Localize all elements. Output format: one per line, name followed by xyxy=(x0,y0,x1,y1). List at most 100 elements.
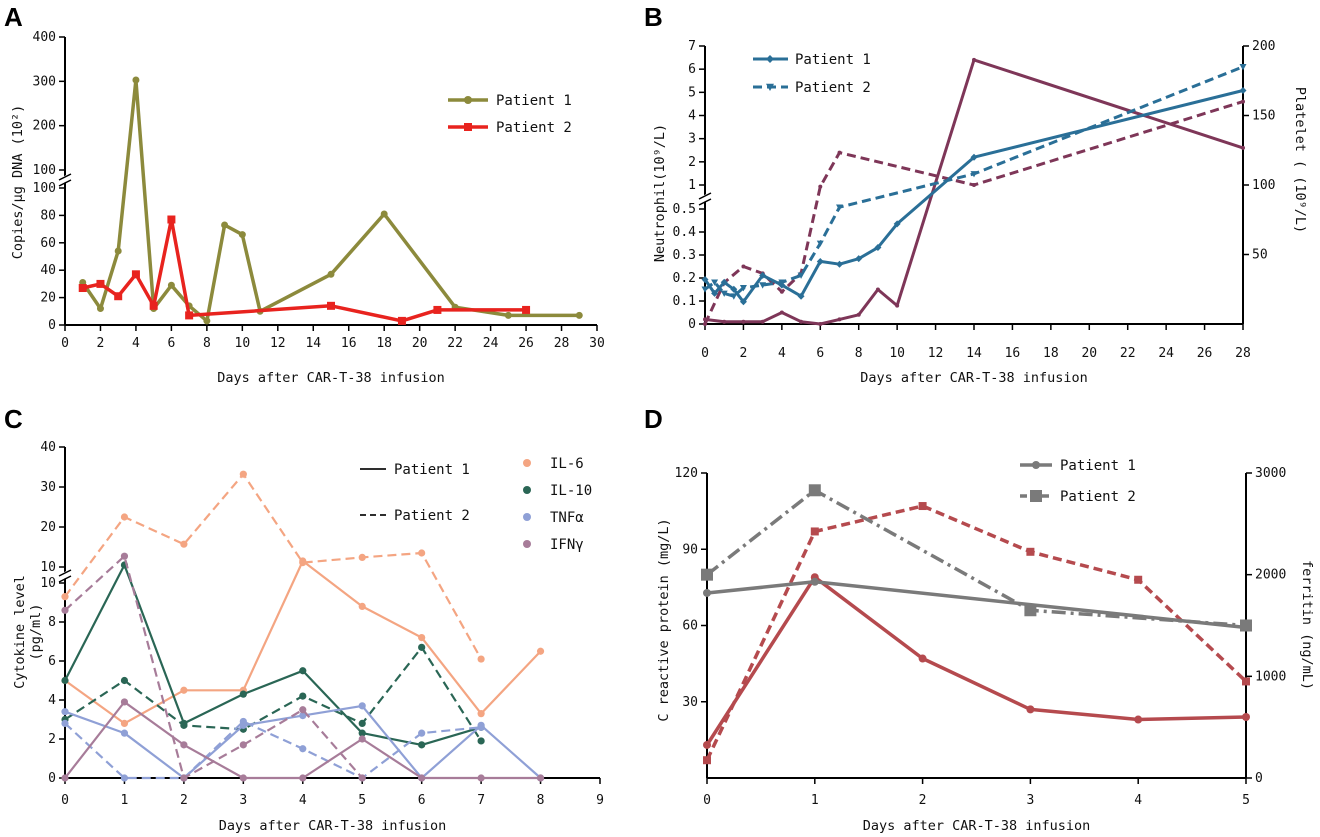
b-x-tick-label: 16 xyxy=(1005,346,1021,361)
c-data-point xyxy=(418,741,426,749)
b-x-tick-label: 28 xyxy=(1235,346,1251,361)
c-legend-marker-4 xyxy=(523,540,531,548)
c-y-axis-break-gap xyxy=(57,569,73,581)
d-left-y-tick-label: 120 xyxy=(675,466,698,481)
a-y-tick-label: 80 xyxy=(40,208,56,223)
b-data-point xyxy=(893,220,901,228)
b-x-tick-label: 12 xyxy=(928,346,944,361)
c-data-point xyxy=(120,552,129,560)
c-data-point xyxy=(536,774,545,782)
b-data-point xyxy=(711,279,719,286)
c-x-tick-label: 6 xyxy=(418,793,426,808)
b-data-point xyxy=(816,240,824,247)
a-x-tick-label: 14 xyxy=(305,336,321,351)
d-data-point xyxy=(1026,547,1035,556)
c-data-point xyxy=(299,706,307,714)
c-data-point xyxy=(299,667,307,675)
c-x-tick-label: 0 xyxy=(61,793,69,808)
c-data-point xyxy=(239,774,247,782)
b-data-point xyxy=(1241,99,1245,104)
a-x-tick-label: 10 xyxy=(235,336,251,351)
d-series-line-2 xyxy=(705,504,1248,761)
c-data-point xyxy=(180,686,188,694)
c-x-tick-label: 1 xyxy=(121,793,129,808)
d-data-point xyxy=(703,588,711,597)
c-data-point xyxy=(477,655,485,663)
b-left-y-tick-label: 6 xyxy=(688,62,696,77)
b-left-y-axis-label: Neutrophil(10⁹/L) xyxy=(652,124,668,262)
c-series-line-4 xyxy=(64,646,483,742)
c-y-tick-label: 10 xyxy=(40,576,56,591)
b-data-point xyxy=(701,286,709,293)
a-y-axis-break-mark2 xyxy=(58,179,72,187)
a-legend-marker-2 xyxy=(464,123,472,131)
a-x-tick-label: 6 xyxy=(167,336,175,351)
c-legend-marker-2 xyxy=(523,486,531,494)
a-legend-label-1: Patient 1 xyxy=(496,93,572,109)
c-x-tick-label: 2 xyxy=(180,793,188,808)
b-x-tick-label: 10 xyxy=(889,346,905,361)
b-data-point xyxy=(741,319,746,324)
c-data-point xyxy=(299,692,307,700)
a-legend-marker-1 xyxy=(464,96,472,104)
c-x-tick-label: 9 xyxy=(596,793,604,808)
c-y-axis-break-mark1 xyxy=(58,569,72,577)
d-x-tick-label: 3 xyxy=(1026,793,1034,808)
a-y-tick-label: 40 xyxy=(40,263,56,278)
a-x-tick-label: 0 xyxy=(61,336,69,351)
d-left-y-tick-label: 90 xyxy=(682,542,698,557)
b-left-y-tick-label: 0 xyxy=(688,317,696,332)
b-right-y-tick-label: 100 xyxy=(1252,178,1275,193)
b-data-point xyxy=(836,260,843,268)
c-data-point xyxy=(180,741,188,749)
a-data-point xyxy=(504,311,512,319)
c-data-point xyxy=(239,741,247,749)
c-data-point xyxy=(120,513,129,521)
c-y-tick-label: 20 xyxy=(40,520,56,535)
d-data-point xyxy=(1134,715,1143,724)
d-legend-marker-2 xyxy=(1030,490,1042,502)
b-x-tick-label: 20 xyxy=(1081,346,1097,361)
b-y-axis-break-gap xyxy=(697,192,713,204)
d-data-point xyxy=(810,577,819,586)
a-x-tick-label: 24 xyxy=(483,336,499,351)
b-data-point xyxy=(799,319,804,324)
a-data-point xyxy=(203,317,211,325)
c-data-point xyxy=(477,737,485,745)
a-data-point xyxy=(132,76,140,84)
c-data-point xyxy=(418,634,426,642)
a-x-tick-label: 28 xyxy=(554,336,570,351)
c-data-point xyxy=(120,676,129,685)
panel-label-d: D xyxy=(644,404,663,434)
c-data-point xyxy=(239,690,247,698)
c-x-tick-label: 5 xyxy=(358,793,366,808)
c-data-point xyxy=(299,559,307,567)
a-data-point xyxy=(167,215,176,224)
b-series-line-2 xyxy=(703,100,1244,325)
b-left-y-tick-label: 5 xyxy=(688,85,696,100)
d-series-line-1 xyxy=(705,575,1247,746)
a-y-tick-label: 100 xyxy=(33,163,56,178)
b-y-axis-break-mark2 xyxy=(698,198,712,206)
c-y-tick-label: 2 xyxy=(48,732,56,747)
a-data-point xyxy=(433,305,442,314)
b-data-point xyxy=(895,303,900,308)
a-data-point xyxy=(96,305,104,313)
b-data-point xyxy=(874,244,882,252)
b-data-point xyxy=(760,319,765,324)
d-data-point xyxy=(703,740,711,749)
b-x-tick-label: 4 xyxy=(778,346,786,361)
a-x-tick-label: 26 xyxy=(518,336,534,351)
a-data-point xyxy=(327,270,335,278)
d-data-point xyxy=(918,502,927,511)
c-data-point xyxy=(299,774,307,782)
a-y-axis-break-gap xyxy=(57,173,73,185)
b-data-point xyxy=(779,289,784,294)
d-data-point xyxy=(701,568,713,581)
b-series-line-4 xyxy=(704,65,1244,298)
panel-label-a: A xyxy=(4,2,23,32)
b-x-tick-label: 8 xyxy=(855,346,863,361)
d-x-tick-label: 4 xyxy=(1134,793,1142,808)
b-legend-marker-2 xyxy=(766,83,774,91)
b-right-y-tick-label: 50 xyxy=(1252,248,1268,263)
